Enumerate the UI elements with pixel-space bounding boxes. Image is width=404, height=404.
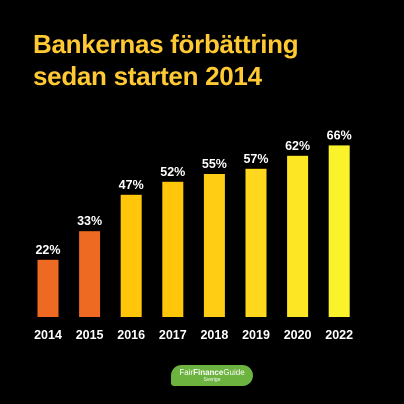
chart-title-line-1: Bankernas förbättring: [33, 29, 299, 59]
logo-wordmark: FairFinanceGuide: [179, 368, 245, 377]
x-tick-label-2018: 2018: [200, 328, 228, 342]
bar-2022: [328, 145, 350, 317]
x-tick-label-2022: 2022: [325, 328, 353, 342]
bar-value-label-2014: 22%: [35, 243, 60, 257]
fair-finance-guide-logo: FairFinanceGuide Sverige: [171, 365, 253, 386]
bar-value-label-2022: 66%: [327, 128, 352, 142]
bar-value-label-2020: 62%: [285, 139, 310, 153]
bar-value-label-2015: 33%: [77, 214, 102, 228]
chart-title: Bankernas förbättring sedan starten 2014: [33, 28, 299, 92]
bar-value-label-2017: 52%: [160, 165, 185, 179]
x-tick-label-2014: 2014: [34, 328, 62, 342]
bar-2015: [79, 231, 101, 317]
bar-2014: [37, 259, 59, 317]
x-tick-label-2017: 2017: [159, 328, 187, 342]
bar-2019: [245, 168, 267, 317]
x-tick-label-2019: 2019: [242, 328, 270, 342]
bar-value-label-2018: 55%: [202, 157, 227, 171]
bar-2020: [287, 155, 309, 317]
bar-2018: [203, 174, 225, 317]
logo-subtitle: Sverige: [203, 377, 221, 383]
bar-value-label-2016: 47%: [119, 178, 144, 192]
bar-2016: [120, 194, 142, 317]
x-tick-label-2020: 2020: [284, 328, 312, 342]
x-tick-label-2016: 2016: [117, 328, 145, 342]
chart-title-line-2: sedan starten 2014: [33, 61, 262, 91]
x-tick-label-2015: 2015: [76, 328, 104, 342]
bar-2017: [162, 181, 184, 317]
bar-value-label-2019: 57%: [243, 152, 268, 166]
